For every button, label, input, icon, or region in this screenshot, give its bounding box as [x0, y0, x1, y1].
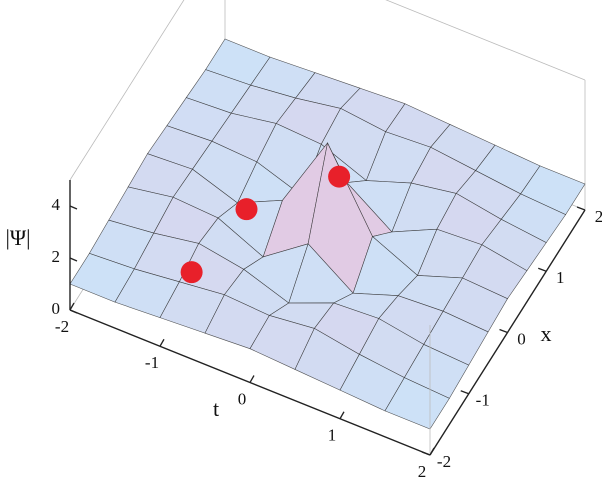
z-axis-label: |Ψ| [5, 225, 30, 250]
t-tick-label: -1 [145, 353, 159, 372]
t-tick [69, 302, 75, 311]
z-tick-label: 4 [52, 195, 61, 214]
t-tick [249, 375, 255, 383]
x-axis-label: x [541, 321, 552, 346]
z-tick [69, 309, 78, 314]
box-edge [69, 0, 185, 181]
marker-point [180, 261, 203, 284]
t-tick [159, 338, 165, 347]
t-tick-label: 0 [238, 389, 247, 408]
x-tick-label: 2 [595, 207, 602, 226]
t-tick-label: 2 [418, 462, 427, 477]
z-tick [69, 257, 78, 262]
x-tick-label: 1 [556, 268, 565, 287]
z-tick-label: 0 [52, 299, 61, 318]
x-tick [421, 451, 431, 456]
x-tick-label: -1 [476, 391, 490, 410]
box-edge [385, 0, 586, 81]
z-tick [69, 205, 78, 210]
marker-point [328, 165, 351, 188]
surface-patch [384, 377, 450, 430]
x-tick-label: 0 [517, 329, 526, 348]
x-tick [538, 267, 547, 272]
x-tick-label: -2 [437, 452, 451, 471]
t-tick-label: -2 [55, 317, 69, 336]
t-tick [429, 447, 435, 456]
t-tick [339, 411, 345, 420]
x-tick [499, 328, 508, 334]
z-tick-label: 2 [52, 247, 61, 266]
t-axis-label: t [213, 396, 219, 421]
t-tick-label: 1 [328, 426, 337, 445]
x-tick [460, 390, 469, 395]
x-tick [576, 206, 586, 211]
marker-point [235, 198, 258, 221]
